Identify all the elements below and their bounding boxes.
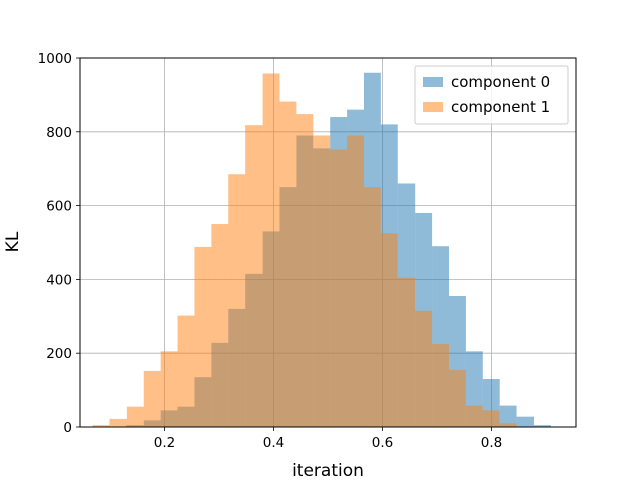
bar-series-1 xyxy=(380,233,398,427)
bar-series-1 xyxy=(228,174,246,427)
bar-series-1 xyxy=(363,187,381,427)
y-axis-label: KL xyxy=(3,231,23,252)
legend-frame xyxy=(414,65,569,125)
bar-series-1 xyxy=(194,246,212,427)
bar-series-1 xyxy=(449,369,466,427)
legend-swatch xyxy=(423,102,443,112)
y-tick-label: 800 xyxy=(46,125,72,141)
bar-series-1 xyxy=(160,351,178,427)
x-axis-label: iteration xyxy=(292,461,364,480)
bar-series-1 xyxy=(279,101,297,428)
histogram-bars xyxy=(92,72,551,428)
y-tick-label: 600 xyxy=(46,199,72,215)
bar-series-1 xyxy=(415,310,433,427)
y-tick-label: 1000 xyxy=(38,51,72,67)
x-tick-label: 0.4 xyxy=(263,435,284,451)
x-tick-label: 0.8 xyxy=(481,435,502,451)
x-tick-label: 0.2 xyxy=(154,435,175,451)
legend-label: component 0 xyxy=(451,73,550,91)
y-tick-label: 0 xyxy=(63,420,72,436)
plot-frame xyxy=(79,57,577,428)
x-tick-label: 0.6 xyxy=(372,435,393,451)
bar-series-1 xyxy=(432,343,450,427)
bar-series-0 xyxy=(534,425,551,427)
bar-series-1 xyxy=(177,315,195,427)
bar-series-1 xyxy=(499,423,517,427)
y-tick-label: 400 xyxy=(46,272,72,288)
bar-series-0 xyxy=(499,405,517,427)
bar-series-1 xyxy=(330,149,348,427)
bar-series-1 xyxy=(245,125,263,428)
bar-series-0 xyxy=(516,416,535,427)
bar-series-1 xyxy=(211,224,229,427)
y-tick-label: 200 xyxy=(46,346,72,362)
legend: component 0 component 1 xyxy=(414,65,569,125)
bar-series-1 xyxy=(92,425,110,427)
bar-series-1 xyxy=(347,135,364,428)
bar-series-1 xyxy=(465,405,483,427)
legend-swatch xyxy=(423,77,443,87)
bar-series-1 xyxy=(143,370,161,427)
bar-series-1 xyxy=(482,410,500,427)
bar-series-1 xyxy=(262,73,280,428)
bar-series-1 xyxy=(313,135,331,428)
bar-series-1 xyxy=(296,114,314,427)
bar-series-1 xyxy=(126,406,144,427)
axis-ticks: 0.2 0.4 0.6 0.8 0 200 400 600 800 1000 xyxy=(38,51,503,451)
bar-series-1 xyxy=(397,277,416,427)
bar-series-1 xyxy=(109,418,127,427)
legend-label: component 1 xyxy=(451,98,550,116)
